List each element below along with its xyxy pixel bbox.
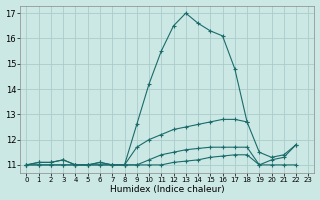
X-axis label: Humidex (Indice chaleur): Humidex (Indice chaleur) [110, 185, 225, 194]
